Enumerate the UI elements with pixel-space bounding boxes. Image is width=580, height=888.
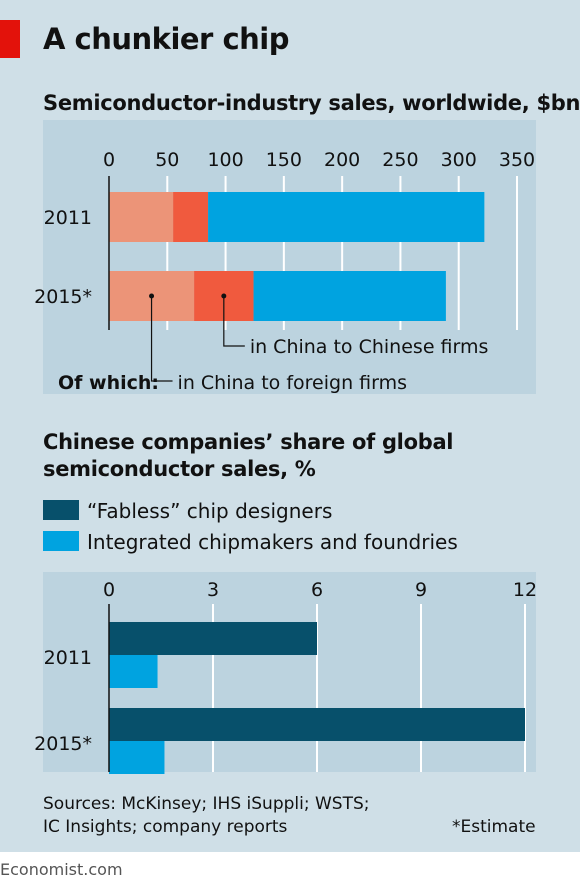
bar-segment	[208, 192, 485, 242]
bar	[109, 655, 158, 688]
category-label: 2015*	[34, 286, 92, 308]
x-tick-label: 200	[324, 149, 360, 171]
brand-footer: Economist.com	[0, 860, 123, 879]
chart1-plot-bg	[43, 120, 536, 394]
chart-title: A chunkier chip	[43, 22, 290, 56]
legend-label: “Fabless” chip designers	[87, 499, 332, 523]
x-tick-label: 0	[103, 579, 115, 601]
estimate-note: *Estimate	[452, 817, 536, 837]
x-tick-label: 12	[513, 579, 537, 601]
x-tick-label: 9	[415, 579, 427, 601]
x-tick-label: 3	[207, 579, 219, 601]
x-tick-label: 0	[103, 149, 115, 171]
legend-label: Integrated chipmakers and foundries	[87, 530, 458, 554]
source-line-1: Sources: McKinsey; IHS iSuppli; WSTS;	[43, 794, 370, 814]
category-label: 2011	[44, 647, 92, 669]
x-tick-label: 350	[499, 149, 535, 171]
annotation-prefix: Of which:	[58, 372, 159, 394]
x-tick-label: 150	[266, 149, 302, 171]
x-tick-label: 300	[441, 149, 477, 171]
bar-segment	[173, 192, 209, 242]
chart2-title-line1: Chinese companies’ share of global	[43, 430, 454, 454]
annotation-chinese-firms: in China to Chinese firms	[250, 336, 489, 358]
category-label: 2015*	[34, 733, 92, 755]
annotation-leader	[150, 296, 173, 382]
bar	[109, 741, 165, 774]
category-label: 2011	[44, 207, 92, 229]
bar-segment	[253, 271, 446, 321]
chart2-title-line2: semiconductor sales, %	[43, 457, 316, 481]
x-tick-label: 6	[311, 579, 323, 601]
bar	[109, 622, 317, 655]
legend-swatch	[43, 531, 79, 551]
annotation-foreign-firms: in China to foreign firms	[178, 372, 407, 394]
charts-svg: 0 50 100 150 200 250 300 350 2011 2015* in China t…	[34, 120, 537, 774]
chart1-title: Semiconductor-industry sales, worldwide,…	[43, 91, 580, 115]
x-tick-label: 250	[382, 149, 418, 171]
legend-swatch	[43, 500, 79, 520]
x-tick-label: 100	[207, 149, 243, 171]
brand-red-mark	[0, 20, 20, 58]
source-line-2: IC Insights; company reports	[43, 817, 288, 837]
annotation-leader	[223, 296, 245, 347]
x-tick-label: 50	[155, 149, 179, 171]
bar-segment	[109, 192, 174, 242]
bar	[109, 708, 525, 741]
